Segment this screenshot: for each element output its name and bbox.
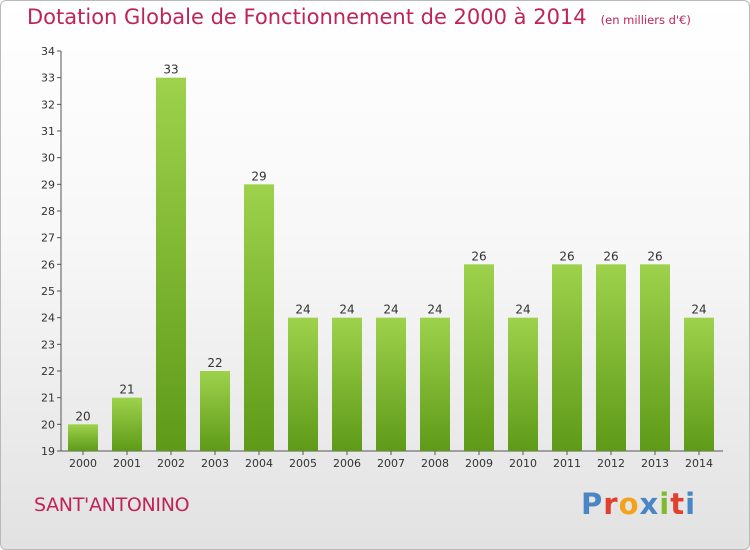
x-tick-label-2012: 2012 xyxy=(597,457,625,470)
logo-letter: r xyxy=(603,487,619,521)
logo-letter: x xyxy=(639,487,660,521)
bar-2004 xyxy=(244,184,274,452)
logo-letter: P xyxy=(581,487,604,521)
x-tick-label-2001: 2001 xyxy=(113,457,141,470)
bar-2009 xyxy=(464,264,494,451)
y-tick-label: 20 xyxy=(41,418,55,431)
x-tick-label-2005: 2005 xyxy=(289,457,317,470)
title-unit: (en milliers d'€) xyxy=(600,13,691,27)
y-tick-label: 19 xyxy=(41,445,55,458)
logo-letter: t xyxy=(670,487,686,521)
chart-title: Dotation Globale de Fonctionnement de 20… xyxy=(27,5,691,29)
bar-2014 xyxy=(684,317,714,451)
bar-2003 xyxy=(200,371,230,451)
y-tick-label: 28 xyxy=(41,205,55,218)
logo-letter: o xyxy=(618,487,640,521)
data-label-2008: 24 xyxy=(427,303,442,317)
y-tick-label: 25 xyxy=(41,285,55,298)
y-tick-label: 26 xyxy=(41,258,55,271)
data-label-2001: 21 xyxy=(119,383,134,397)
bar-2010 xyxy=(508,317,538,451)
data-label-2010: 24 xyxy=(515,303,530,317)
bar-2008 xyxy=(420,317,450,451)
logo-letter: i xyxy=(685,487,697,521)
bar-2005 xyxy=(288,317,318,451)
bar-2002 xyxy=(156,77,186,452)
y-tick-label: 29 xyxy=(41,178,55,191)
y-tick-label: 34 xyxy=(41,45,55,58)
data-label-2013: 26 xyxy=(647,249,662,263)
proxiti-logo[interactable]: Proxiti xyxy=(581,487,696,521)
bar-2011 xyxy=(552,264,582,451)
bar-2007 xyxy=(376,317,406,451)
title-text: Dotation Globale de Fonctionnement de 20… xyxy=(27,5,587,29)
data-label-2004: 29 xyxy=(251,169,266,183)
x-tick-label-2002: 2002 xyxy=(157,457,185,470)
y-tick-label: 22 xyxy=(41,365,55,378)
x-tick-label-2003: 2003 xyxy=(201,457,229,470)
x-tick-label-2011: 2011 xyxy=(553,457,581,470)
y-tick-label: 31 xyxy=(41,125,55,138)
axes: 19 20 21 22 23 24 25 26 27 28 29 30 31 32 33 34 2000 2001… xyxy=(41,45,723,470)
bar-2013 xyxy=(640,264,670,451)
x-tick-label-2000: 2000 xyxy=(69,457,97,470)
data-label-2012: 26 xyxy=(603,249,618,263)
x-tick-label-2009: 2009 xyxy=(465,457,493,470)
bar-2000 xyxy=(68,424,98,451)
y-tick-label: 21 xyxy=(41,392,55,405)
y-tick-label: 30 xyxy=(41,152,55,165)
bar-2006 xyxy=(332,317,362,451)
x-tick-label-2013: 2013 xyxy=(641,457,669,470)
y-tick-label: 23 xyxy=(41,338,55,351)
data-label-2006: 24 xyxy=(339,303,354,317)
y-tick-label: 24 xyxy=(41,312,55,325)
data-label-2002: 33 xyxy=(163,63,178,77)
logo-letter: i xyxy=(659,487,671,521)
x-tick-label-2014: 2014 xyxy=(685,457,713,470)
x-tick-label-2008: 2008 xyxy=(421,457,449,470)
x-tick-label-2006: 2006 xyxy=(333,457,361,470)
bar-2012 xyxy=(596,264,626,451)
y-tick-label: 27 xyxy=(41,232,55,245)
x-tick-label-2007: 2007 xyxy=(377,457,405,470)
y-tick-label: 33 xyxy=(41,72,55,85)
data-label-2007: 24 xyxy=(383,303,398,317)
data-label-2009: 26 xyxy=(471,249,486,263)
data-label-2014: 24 xyxy=(691,303,706,317)
data-label-2011: 26 xyxy=(559,249,574,263)
commune-name: SANT'ANTONINO xyxy=(34,494,190,516)
data-label-2005: 24 xyxy=(295,303,310,317)
bars: 20 21 33 22 29 24 24 24 24 26 24 26 26 26 24 xyxy=(68,63,714,452)
x-tick-label-2004: 2004 xyxy=(245,457,273,470)
data-label-2000: 20 xyxy=(75,409,90,423)
y-tick-label: 32 xyxy=(41,98,55,111)
bar-2001 xyxy=(112,397,142,451)
data-label-2003: 22 xyxy=(207,356,222,370)
x-tick-label-2010: 2010 xyxy=(509,457,537,470)
